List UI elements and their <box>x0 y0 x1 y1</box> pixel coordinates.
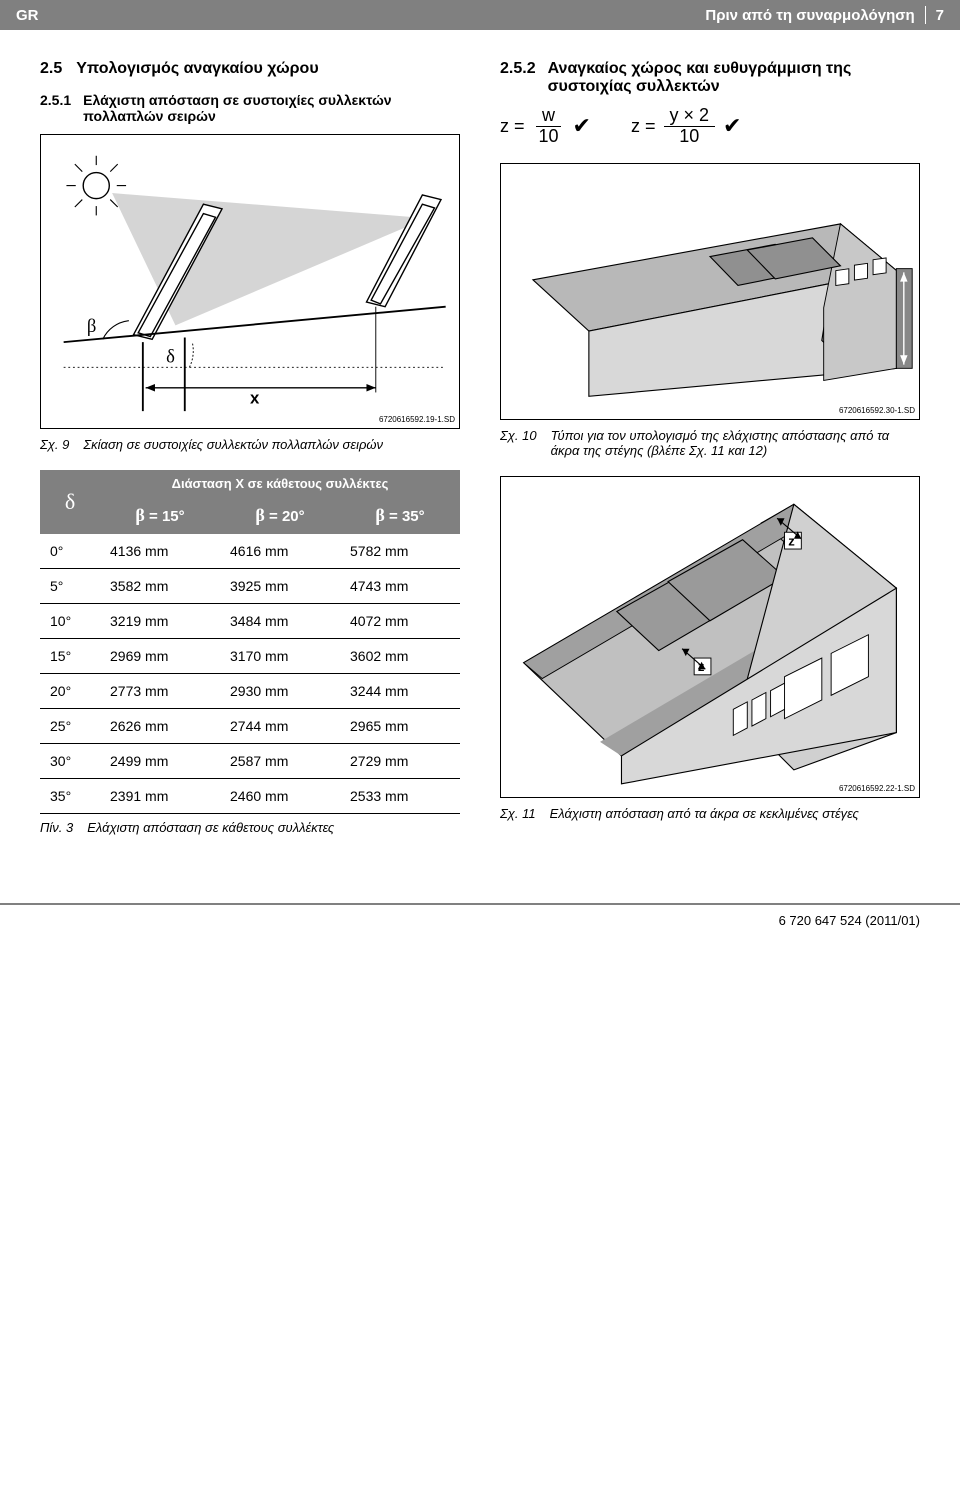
fig10-w-label: w <box>675 216 690 235</box>
figure-11-code: 6720616592.22-1.SD <box>505 784 915 793</box>
page-header: GR Πριν από τη συναρμολόγηση 7 <box>0 0 960 30</box>
caption-fig10-text: Τύποι για τον υπολογισμό της ελάχιστης α… <box>551 428 920 458</box>
formula-row: z = w 10 ✔ z = y × 2 10 ✔ <box>500 106 920 147</box>
caption-fig9: Σχ. 9 Σκίαση σε συστοιχίες συλλεκτών πολ… <box>40 437 460 452</box>
footer-docnum: 6 720 647 524 (2011/01) <box>779 913 920 928</box>
heading-2.5-num: 2.5 <box>40 60 62 78</box>
heading-2.5.2-num: 2.5.2 <box>500 60 536 96</box>
table-cell: 4616 mm <box>220 534 340 569</box>
distance-table: δ Διάσταση X σε κάθετους συλλέκτες β = 1… <box>40 470 460 814</box>
right-column: 2.5.2 Αναγκαίος χώρος και ευθυγράμμιση τ… <box>500 60 920 853</box>
heading-2.5.2-text: Αναγκαίος χώρος και ευθυγράμμιση της συσ… <box>548 60 920 96</box>
caption-tab3: Πίν. 3 Ελάχιστη απόσταση σε κάθετους συλ… <box>40 820 460 835</box>
table-cell: 3244 mm <box>340 673 460 708</box>
table-cell: 2499 mm <box>100 743 220 778</box>
table-cell: 4743 mm <box>340 568 460 603</box>
formula-z-w: z = w 10 ✔ <box>500 106 591 147</box>
table-cell: 20° <box>40 673 100 708</box>
table-cell: 2744 mm <box>220 708 340 743</box>
table-cell: 3484 mm <box>220 603 340 638</box>
header-right: Πριν από τη συναρμολόγηση 7 <box>705 6 944 24</box>
fig9-delta-label: δ <box>166 347 175 368</box>
table-col-beta15: β = 15° <box>100 497 220 534</box>
table-cell: 3170 mm <box>220 638 340 673</box>
table-cell: 3602 mm <box>340 638 460 673</box>
table-cell: 3925 mm <box>220 568 340 603</box>
table-row: 15°2969 mm3170 mm3602 mm <box>40 638 460 673</box>
table-cell: 2773 mm <box>100 673 220 708</box>
table-cell: 30° <box>40 743 100 778</box>
figure-9-svg: β δ x <box>45 139 455 419</box>
table-cell: 2391 mm <box>100 778 220 813</box>
heading-2.5-text: Υπολογισμός αναγκαίου χώρου <box>76 60 318 78</box>
figure-11-svg: z z <box>505 481 915 789</box>
header-divider <box>925 6 926 24</box>
figure-10-svg: w y <box>505 168 915 410</box>
table-row: 25°2626 mm2744 mm2965 mm <box>40 708 460 743</box>
caption-fig11: Σχ. 11 Ελάχιστη απόσταση από τα άκρα σε … <box>500 806 920 821</box>
header-left: GR <box>16 7 39 24</box>
figure-10-code: 6720616592.30-1.SD <box>505 406 915 415</box>
table-row: 30°2499 mm2587 mm2729 mm <box>40 743 460 778</box>
fig9-beta-label: β <box>87 316 96 337</box>
table-cell: 2930 mm <box>220 673 340 708</box>
check-icon: ✔ <box>723 113 741 139</box>
caption-fig10: Σχ. 10 Τύποι για τον υπολογισμό της ελάχ… <box>500 428 920 458</box>
table-cell: 2965 mm <box>340 708 460 743</box>
table-col-beta20: β = 20° <box>220 497 340 534</box>
formula-z-y: z = y × 2 10 ✔ <box>631 106 741 147</box>
table-cell: 2533 mm <box>340 778 460 813</box>
table-cell: 5° <box>40 568 100 603</box>
caption-fig9-label: Σχ. 9 <box>40 437 69 452</box>
caption-fig9-text: Σκίαση σε συστοιχίες συλλεκτών πολλαπλών… <box>83 437 383 452</box>
table-row: 35°2391 mm2460 mm2533 mm <box>40 778 460 813</box>
table-cell: 3219 mm <box>100 603 220 638</box>
caption-fig10-label: Σχ. 10 <box>500 428 537 458</box>
table-row: 10°3219 mm3484 mm4072 mm <box>40 603 460 638</box>
table-cell: 2969 mm <box>100 638 220 673</box>
table-span-header: Διάσταση X σε κάθετους συλλέκτες <box>100 470 460 497</box>
table-row: 20°2773 mm2930 mm3244 mm <box>40 673 460 708</box>
table-cell: 0° <box>40 534 100 569</box>
table-cell: 4072 mm <box>340 603 460 638</box>
figure-9-code: 6720616592.19-1.SD <box>45 415 455 424</box>
figure-11: z z 6720616592.22-1.SD <box>500 476 920 799</box>
table-cell: 2626 mm <box>100 708 220 743</box>
table-cell: 4136 mm <box>100 534 220 569</box>
caption-tab3-text: Ελάχιστη απόσταση σε κάθετους συλλέκτες <box>87 820 334 835</box>
table-cell: 3582 mm <box>100 568 220 603</box>
table-col-beta35: β = 35° <box>340 497 460 534</box>
fig9-x-label: x <box>250 389 260 408</box>
page-footer: 6 720 647 524 (2011/01) <box>0 903 960 944</box>
figure-10: w y 6720616592.30-1.SD <box>500 163 920 420</box>
table-row: 5°3582 mm3925 mm4743 mm <box>40 568 460 603</box>
table-cell: 2460 mm <box>220 778 340 813</box>
table-row: 0°4136 mm4616 mm5782 mm <box>40 534 460 569</box>
heading-2.5.1-num: 2.5.1 <box>40 92 71 124</box>
page-body: 2.5 Υπολογισμός αναγκαίου χώρου 2.5.1 Ελ… <box>0 30 960 873</box>
heading-2.5.2: 2.5.2 Αναγκαίος χώρος και ευθυγράμμιση τ… <box>500 60 920 96</box>
table-cell: 2729 mm <box>340 743 460 778</box>
table-cell: 2587 mm <box>220 743 340 778</box>
caption-tab3-label: Πίν. 3 <box>40 820 73 835</box>
heading-2.5.1-text: Ελάχιστη απόσταση σε συστοιχίες συλλεκτώ… <box>83 92 460 124</box>
table-delta-header: δ <box>40 470 100 534</box>
table-cell: 15° <box>40 638 100 673</box>
caption-fig11-label: Σχ. 11 <box>500 806 536 821</box>
header-page-number: 7 <box>936 7 944 24</box>
caption-fig11-text: Ελάχιστη απόσταση από τα άκρα σε κεκλιμέ… <box>550 806 859 821</box>
header-section-title: Πριν από τη συναρμολόγηση <box>705 7 914 24</box>
check-icon: ✔ <box>573 113 591 139</box>
fig11-z1-label: z <box>788 533 795 548</box>
heading-2.5.1: 2.5.1 Ελάχιστη απόσταση σε συστοιχίες συ… <box>40 92 460 124</box>
left-column: 2.5 Υπολογισμός αναγκαίου χώρου 2.5.1 Ελ… <box>40 60 460 853</box>
heading-2.5: 2.5 Υπολογισμός αναγκαίου χώρου <box>40 60 460 78</box>
table-cell: 10° <box>40 603 100 638</box>
figure-9: β δ x 6720616592.19-1.SD <box>40 134 460 429</box>
table-cell: 25° <box>40 708 100 743</box>
fig10-y-label: y <box>902 246 912 265</box>
table-cell: 5782 mm <box>340 534 460 569</box>
table-cell: 35° <box>40 778 100 813</box>
